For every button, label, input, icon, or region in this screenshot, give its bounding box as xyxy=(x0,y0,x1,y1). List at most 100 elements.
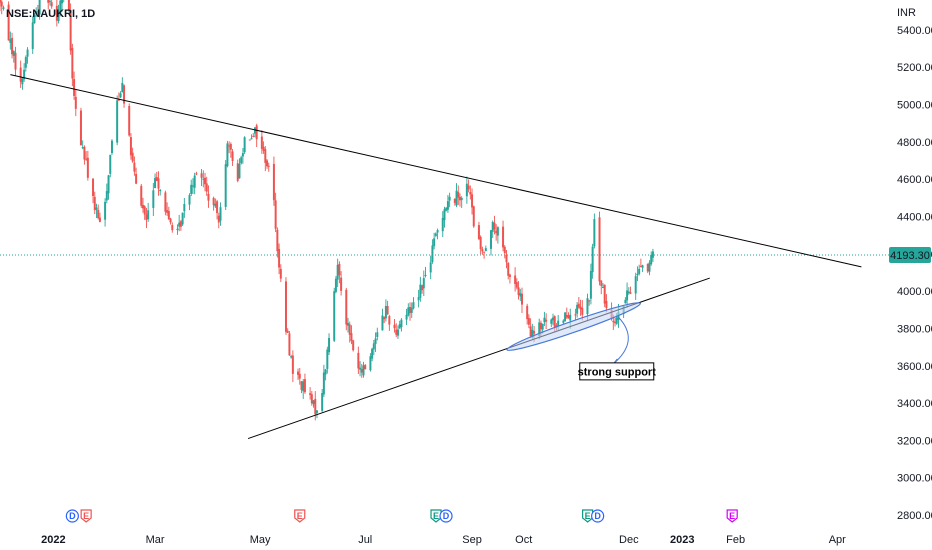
candle xyxy=(252,133,255,138)
candle xyxy=(266,159,269,169)
candle xyxy=(581,300,584,321)
candle xyxy=(412,297,415,310)
candle xyxy=(422,270,425,297)
time-axis[interactable]: 2022 Mar May Jul Sep Oct Dec 2023 Feb Apr xyxy=(41,534,846,546)
candle xyxy=(502,220,505,252)
candle xyxy=(326,346,329,374)
candle xyxy=(348,321,351,343)
candle xyxy=(214,198,217,209)
candle xyxy=(589,263,592,305)
candle xyxy=(207,185,210,208)
candle xyxy=(484,245,487,252)
earnings-icon[interactable]: E xyxy=(582,509,594,523)
candle xyxy=(152,182,155,216)
candle xyxy=(576,302,579,318)
dividend-icon[interactable]: D xyxy=(591,509,605,523)
candle xyxy=(302,378,305,399)
candle xyxy=(143,205,146,220)
x-tick-label: 2022 xyxy=(41,534,65,546)
candle xyxy=(7,1,10,41)
candle xyxy=(469,185,472,200)
annotation-label[interactable]: strong support xyxy=(578,362,657,381)
candle xyxy=(641,264,644,273)
candle xyxy=(638,264,641,276)
y-tick-label: 4400.00 xyxy=(897,211,932,223)
candle xyxy=(286,328,289,334)
candle xyxy=(85,151,88,161)
candle xyxy=(191,178,194,194)
candle xyxy=(417,289,420,308)
candle xyxy=(204,172,207,192)
support-zone-ellipse[interactable] xyxy=(505,298,642,355)
earnings-icon[interactable]: E xyxy=(294,509,306,523)
candle xyxy=(396,325,399,339)
candle xyxy=(419,276,422,302)
candle xyxy=(241,148,244,164)
candle xyxy=(83,145,86,165)
candles-layer xyxy=(0,0,654,421)
candle xyxy=(334,275,337,294)
last-price-badge-bg xyxy=(889,247,931,264)
candle xyxy=(98,212,101,223)
candle xyxy=(491,220,494,238)
candle xyxy=(639,258,642,268)
candle xyxy=(119,91,122,99)
resistance-trendline[interactable] xyxy=(10,74,862,268)
event-label: D xyxy=(69,511,76,521)
event-label: D xyxy=(594,511,601,521)
candle xyxy=(421,284,424,294)
candle xyxy=(634,272,637,300)
candle xyxy=(364,364,367,370)
candle xyxy=(384,299,387,322)
candle xyxy=(519,288,522,301)
candle xyxy=(0,0,3,15)
candle xyxy=(14,46,17,76)
candle xyxy=(267,162,270,172)
x-tick-label: Apr xyxy=(829,534,846,546)
y-tick-label: 5000.00 xyxy=(897,100,932,112)
candle xyxy=(336,258,339,287)
candle xyxy=(479,235,482,255)
candle xyxy=(154,173,157,189)
candle xyxy=(383,316,386,324)
candle xyxy=(159,189,162,196)
annotation-box xyxy=(579,362,655,381)
candle xyxy=(453,198,456,206)
candle xyxy=(431,239,434,264)
earnings-icon[interactable]: E xyxy=(430,509,442,523)
earnings-icon[interactable]: E xyxy=(80,509,92,523)
trendlines-layer xyxy=(10,74,862,440)
candle xyxy=(505,249,508,269)
candle xyxy=(309,387,312,400)
candle xyxy=(61,0,64,12)
candle xyxy=(9,31,12,50)
candle xyxy=(321,388,324,413)
candle xyxy=(262,141,265,154)
price-axis[interactable]: INR 5400.00 5200.00 5000.00 4800.00 4600.00 4… xyxy=(897,7,932,522)
candle xyxy=(19,60,22,88)
candle xyxy=(135,167,138,185)
event-label: D xyxy=(443,511,450,521)
earnings-icon[interactable]: E xyxy=(726,509,738,523)
y-tick-label: 4800.00 xyxy=(897,137,932,149)
dividend-icon[interactable]: D xyxy=(65,509,79,523)
candle xyxy=(340,271,343,296)
y-tick-label: 4000.00 xyxy=(897,286,932,298)
candle xyxy=(436,228,439,240)
candle xyxy=(178,214,181,232)
candle xyxy=(371,347,374,362)
candle xyxy=(359,361,362,377)
candle xyxy=(107,174,110,200)
candle xyxy=(376,327,379,341)
candle xyxy=(514,267,517,292)
candle xyxy=(603,284,606,308)
candle xyxy=(176,224,179,235)
dividend-icon[interactable]: D xyxy=(439,509,453,523)
symbol-label[interactable]: NSE:NAUKRI, 1D xyxy=(6,8,95,20)
candle xyxy=(472,205,475,228)
candle xyxy=(55,0,58,27)
candle xyxy=(465,176,468,204)
support-trendline[interactable] xyxy=(247,277,710,440)
